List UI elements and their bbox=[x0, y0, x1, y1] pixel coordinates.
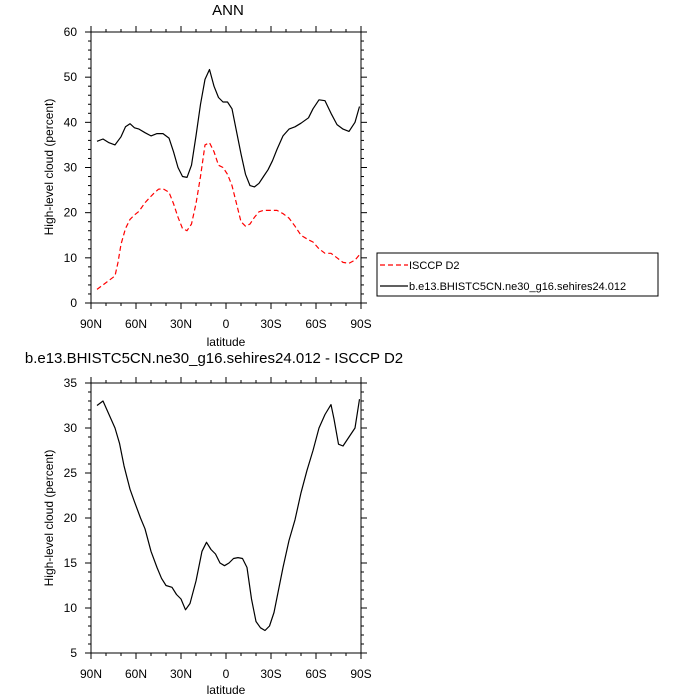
bottom-x-tick-label: 60S bbox=[305, 667, 326, 681]
top-chart: ANN 0 10 20 30 40 50 60 90N 60N 30N 0 30S 60S 90S lat… bbox=[42, 2, 372, 349]
top-y-tick-label: 40 bbox=[64, 115, 78, 129]
bottom-chart-title: b.e13.BHISTC5CN.ne30_g16.sehires24.012 -… bbox=[25, 350, 403, 367]
bottom-y-tick-label: 25 bbox=[64, 466, 78, 480]
top-chart-title: ANN bbox=[212, 2, 244, 19]
top-x-tick-label: 30N bbox=[170, 317, 192, 331]
bottom-y-tick-label: 30 bbox=[64, 421, 78, 435]
top-y-tick-label: 0 bbox=[70, 296, 77, 310]
bottom-x-tick-label: 60N bbox=[125, 667, 147, 681]
bottom-x-tick-label: 90S bbox=[350, 667, 371, 681]
bottom-x-axis-label: latitude bbox=[207, 683, 246, 697]
bottom-y-tick-label: 35 bbox=[64, 376, 78, 390]
bottom-x-tick-label: 0 bbox=[223, 667, 230, 681]
top-x-tick-label: 60S bbox=[305, 317, 326, 331]
top-x-axis-label: latitude bbox=[207, 335, 246, 349]
bottom-y-tick-label: 5 bbox=[70, 646, 77, 660]
bottom-y-tick-label: 20 bbox=[64, 511, 78, 525]
top-chart-ticks: 0 10 20 30 40 50 60 90N 60N 30N 0 30S 60S 90S bbox=[64, 25, 372, 331]
top-x-tick-label: 0 bbox=[223, 317, 230, 331]
top-x-tick-label: 30S bbox=[260, 317, 281, 331]
bottom-y-tick-label: 15 bbox=[64, 556, 78, 570]
top-y-tick-label: 30 bbox=[64, 161, 78, 175]
top-x-tick-label: 90S bbox=[350, 317, 371, 331]
top-y-tick-label: 20 bbox=[64, 206, 78, 220]
top-x-tick-label: 90N bbox=[80, 317, 102, 331]
top-series-line-0 bbox=[96, 142, 360, 290]
legend: ISCCP D2 b.e13.BHISTC5CN.ne30_g16.sehire… bbox=[376, 252, 659, 297]
bottom-y-tick-label: 10 bbox=[64, 601, 78, 615]
top-plot-frame bbox=[90, 31, 362, 304]
top-y-tick-label: 10 bbox=[64, 251, 78, 265]
top-y-tick-label: 60 bbox=[64, 25, 78, 39]
top-chart-series bbox=[96, 68, 361, 290]
bottom-series-line-0 bbox=[96, 399, 361, 632]
legend-label-model: b.e13.BHISTC5CN.ne30_g16.sehires24.012 bbox=[409, 281, 626, 293]
top-series-line-1 bbox=[96, 68, 361, 188]
top-x-tick-label: 60N bbox=[125, 317, 147, 331]
bottom-x-tick-label: 30S bbox=[260, 667, 281, 681]
top-y-tick-label: 50 bbox=[64, 70, 78, 84]
legend-label-isccp: ISCCP D2 bbox=[409, 260, 460, 272]
top-y-axis-label: High-level cloud (percent) bbox=[42, 99, 56, 236]
bottom-chart: b.e13.BHISTC5CN.ne30_g16.sehires24.012 -… bbox=[25, 350, 403, 697]
legend-box bbox=[376, 252, 659, 297]
bottom-x-tick-label: 30N bbox=[170, 667, 192, 681]
bottom-y-axis-label: High-level cloud (percent) bbox=[42, 450, 56, 587]
bottom-chart-ticks: 5 10 15 20 25 30 35 90N 60N 30N 0 30S 60S 90S bbox=[64, 376, 372, 681]
bottom-x-tick-label: 90N bbox=[80, 667, 102, 681]
bottom-chart-series bbox=[96, 399, 361, 632]
